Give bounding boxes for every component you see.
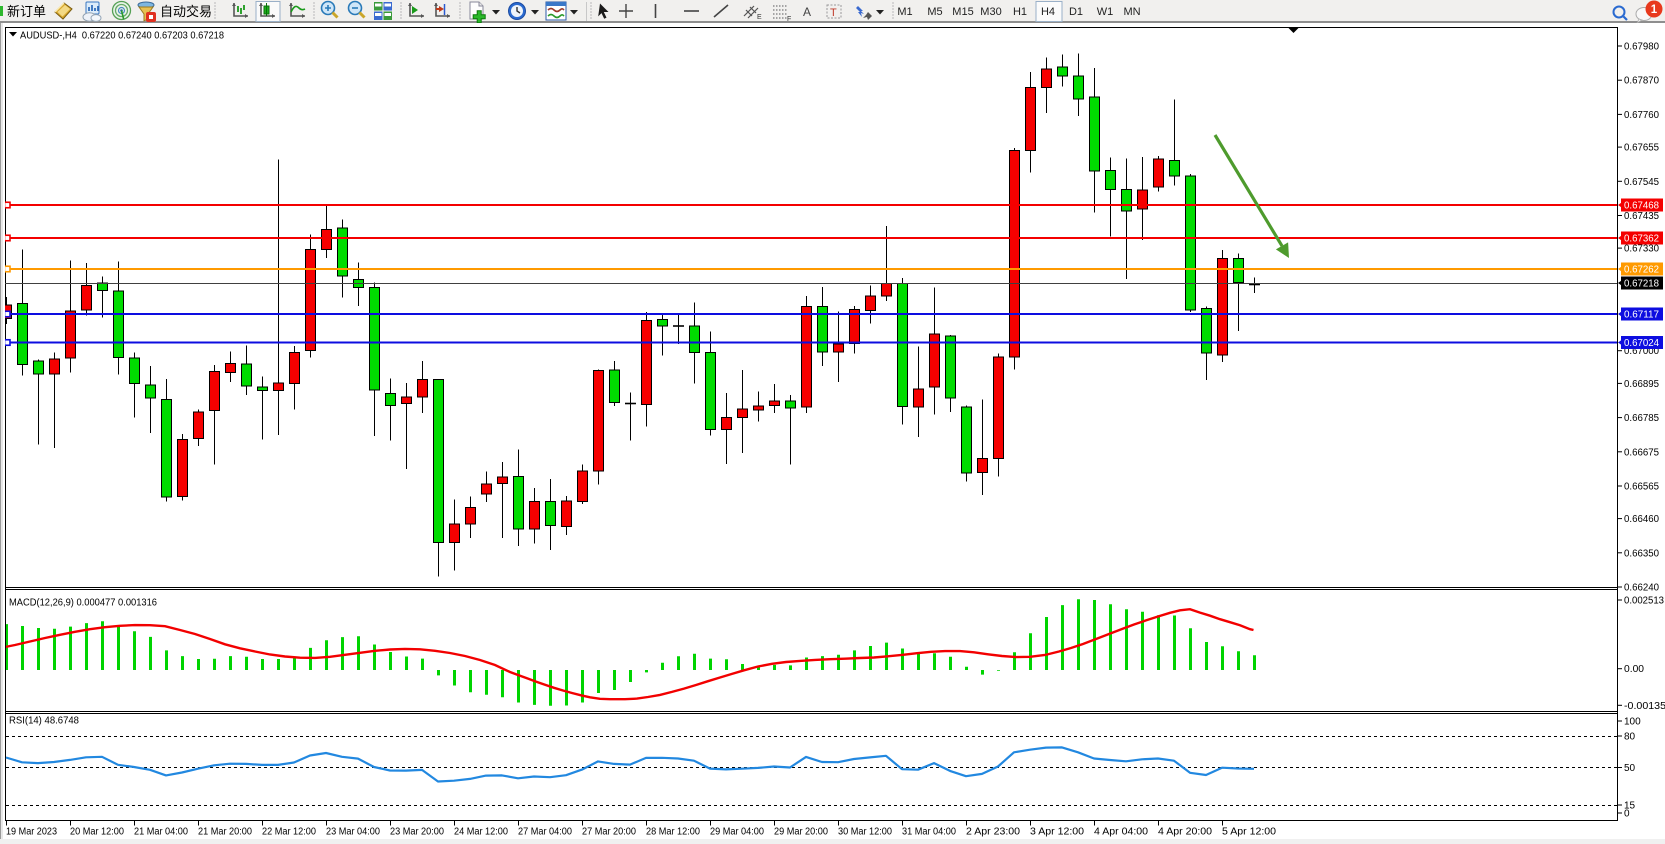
svg-text:H4: H4 <box>1041 6 1055 18</box>
svg-text:3 Apr 12:00: 3 Apr 12:00 <box>1030 827 1084 838</box>
svg-text:22 Mar 12:00: 22 Mar 12:00 <box>262 827 316 838</box>
svg-text:AUDUSD-,H4 0.67220 0.67240 0.: AUDUSD-,H4 0.67220 0.67240 0.67203 0.672… <box>20 31 224 42</box>
svg-text:0.67980: 0.67980 <box>1624 42 1659 53</box>
svg-text:4 Apr 04:00: 4 Apr 04:00 <box>1094 827 1148 838</box>
svg-text:0.67000: 0.67000 <box>1624 346 1659 357</box>
svg-text:29 Mar 04:00: 29 Mar 04:00 <box>710 827 764 838</box>
svg-text:0.67435: 0.67435 <box>1624 211 1659 222</box>
svg-text:15: 15 <box>1624 801 1636 812</box>
svg-text:0.67362: 0.67362 <box>1624 234 1659 245</box>
svg-text:4 Apr 20:00: 4 Apr 20:00 <box>1158 827 1212 838</box>
svg-text:0.67024: 0.67024 <box>1624 338 1659 349</box>
svg-text:新订单: 新订单 <box>7 4 46 19</box>
svg-text:T: T <box>830 7 837 19</box>
svg-text:27 Mar 20:00: 27 Mar 20:00 <box>582 827 636 838</box>
svg-text:0.67117: 0.67117 <box>1624 310 1659 321</box>
svg-text:21 Mar 04:00: 21 Mar 04:00 <box>134 827 188 838</box>
svg-text:MN: MN <box>1123 6 1140 18</box>
svg-text:5 Apr 12:00: 5 Apr 12:00 <box>1222 827 1276 838</box>
svg-text:H1: H1 <box>1013 6 1027 18</box>
svg-text:RSI(14) 48.6748: RSI(14) 48.6748 <box>9 716 79 727</box>
svg-text:1: 1 <box>1651 4 1658 16</box>
svg-text:21 Mar 20:00: 21 Mar 20:00 <box>198 827 252 838</box>
svg-text:100: 100 <box>1624 717 1641 728</box>
svg-text:23 Mar 20:00: 23 Mar 20:00 <box>390 827 444 838</box>
svg-text:27 Mar 04:00: 27 Mar 04:00 <box>518 827 572 838</box>
svg-text:F: F <box>787 16 791 23</box>
svg-text:20 Mar 12:00: 20 Mar 12:00 <box>70 827 124 838</box>
svg-text:0.67545: 0.67545 <box>1624 177 1659 188</box>
svg-text:0.67218: 0.67218 <box>1624 279 1659 290</box>
svg-text:50: 50 <box>1624 763 1636 774</box>
svg-text:2 Apr 23:00: 2 Apr 23:00 <box>966 827 1020 838</box>
svg-text:M30: M30 <box>980 6 1001 18</box>
svg-text:80: 80 <box>1624 732 1636 743</box>
svg-text:D1: D1 <box>1069 6 1083 18</box>
svg-text:W1: W1 <box>1097 6 1114 18</box>
svg-text:M5: M5 <box>927 6 942 18</box>
svg-text:M15: M15 <box>952 6 973 18</box>
svg-text:0.66785: 0.66785 <box>1624 413 1659 424</box>
svg-text:0.67760: 0.67760 <box>1624 110 1659 121</box>
svg-text:0.66565: 0.66565 <box>1624 482 1659 493</box>
svg-text:0.002513: 0.002513 <box>1624 596 1664 607</box>
svg-text:0.66895: 0.66895 <box>1624 379 1659 390</box>
svg-text:0.67330: 0.67330 <box>1624 244 1659 255</box>
svg-text:28 Mar 12:00: 28 Mar 12:00 <box>646 827 700 838</box>
svg-text:0.00: 0.00 <box>1624 664 1644 675</box>
svg-text:0.66350: 0.66350 <box>1624 548 1659 559</box>
svg-text:0.67468: 0.67468 <box>1624 201 1659 212</box>
svg-text:0.67655: 0.67655 <box>1624 143 1659 154</box>
svg-text:23 Mar 04:00: 23 Mar 04:00 <box>326 827 380 838</box>
svg-text:-0.00135: -0.00135 <box>1624 701 1665 712</box>
svg-text:MACD(12,26,9) 0.000477 0.00131: MACD(12,26,9) 0.000477 0.001316 <box>9 598 157 609</box>
svg-text:0: 0 <box>1624 809 1630 820</box>
svg-text:19 Mar 2023: 19 Mar 2023 <box>6 827 57 838</box>
svg-text:0.67870: 0.67870 <box>1624 76 1659 87</box>
svg-text:A: A <box>803 5 811 19</box>
svg-text:0.66675: 0.66675 <box>1624 447 1659 458</box>
svg-text:自动交易: 自动交易 <box>160 4 212 19</box>
svg-text:E: E <box>757 14 762 21</box>
svg-text:0.66240: 0.66240 <box>1624 583 1659 594</box>
svg-text:30 Mar 12:00: 30 Mar 12:00 <box>838 827 892 838</box>
svg-text:M1: M1 <box>897 6 912 18</box>
svg-text:24 Mar 12:00: 24 Mar 12:00 <box>454 827 508 838</box>
svg-text:0.66460: 0.66460 <box>1624 514 1659 525</box>
svg-text:31 Mar 04:00: 31 Mar 04:00 <box>902 827 956 838</box>
svg-text:29 Mar 20:00: 29 Mar 20:00 <box>774 827 828 838</box>
svg-text:0.67262: 0.67262 <box>1624 265 1659 276</box>
